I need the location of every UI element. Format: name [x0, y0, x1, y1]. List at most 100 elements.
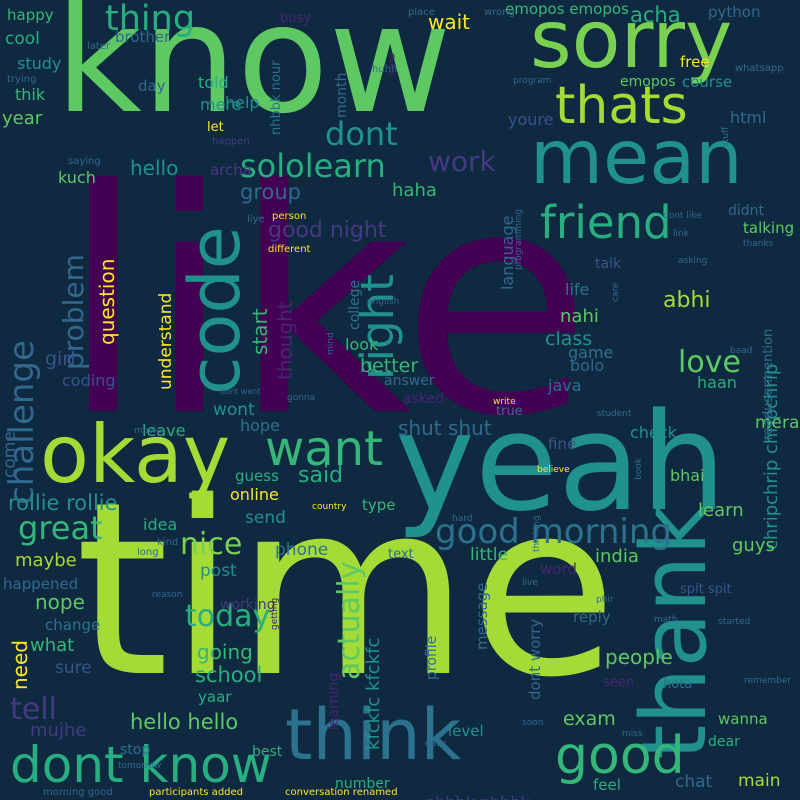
cloud-word: feel: [593, 776, 621, 794]
cloud-word: message: [473, 582, 491, 650]
cloud-word: archa: [210, 161, 252, 179]
cloud-word: group: [240, 180, 301, 204]
cloud-word: guess: [235, 467, 279, 485]
cloud-word: need: [8, 640, 32, 690]
cloud-word: python: [708, 3, 761, 21]
cloud-word: youre: [508, 110, 554, 129]
cloud-word: school: [195, 663, 263, 687]
cloud-word: write: [493, 397, 516, 407]
cloud-word: java: [548, 376, 582, 395]
cloud-word: change: [45, 616, 101, 634]
cloud-word: kuch: [58, 168, 96, 187]
cloud-word: working: [220, 597, 276, 613]
cloud-word: day: [138, 77, 166, 95]
cloud-word: post: [200, 561, 237, 581]
cloud-word: study: [17, 54, 62, 73]
cloud-word: exam: [563, 708, 616, 730]
cloud-word: happy: [7, 6, 54, 24]
cloud-word: mera: [755, 413, 800, 433]
cloud-word: challenge: [2, 340, 42, 505]
cloud-word: tomorrow: [118, 761, 162, 771]
cloud-word: guys: [732, 535, 775, 556]
cloud-word: great: [18, 509, 103, 547]
cloud-word: profile: [424, 635, 440, 680]
cloud-word: karo: [387, 53, 398, 75]
cloud-word: number: [335, 776, 390, 792]
cloud-word: mere: [200, 95, 242, 114]
cloud-word: morning good: [43, 787, 113, 798]
cloud-word: life: [565, 280, 590, 299]
cloud-word: movie: [134, 426, 162, 436]
cloud-word: india: [595, 546, 639, 567]
cloud-word: emopos emopos: [505, 0, 629, 18]
cloud-word: later: [87, 41, 111, 52]
cloud-word: game: [568, 343, 614, 362]
cloud-word: true: [496, 404, 523, 419]
cloud-word: dont know: [10, 736, 272, 794]
cloud-word: person: [272, 211, 307, 222]
cloud-word: yeah: [395, 384, 727, 541]
cloud-word: good: [555, 726, 685, 786]
cloud-word: wanna: [718, 710, 768, 728]
cloud-word: free: [680, 53, 710, 71]
cloud-word: remember: [744, 676, 792, 686]
cloud-word: getting: [270, 597, 280, 630]
cloud-word: emopos: [620, 74, 676, 90]
cloud-word: phir: [596, 595, 614, 605]
cloud-word: different: [268, 244, 311, 255]
cloud-word: start: [248, 308, 272, 355]
cloud-word: live: [522, 578, 538, 588]
cloud-word: sure: [55, 658, 92, 678]
cloud-word: thought: [273, 301, 297, 380]
cloud-word: mujhe: [30, 720, 87, 741]
cloud-word: think: [285, 694, 462, 776]
cloud-word: check: [630, 423, 677, 442]
cloud-word: english: [367, 297, 400, 307]
cloud-word: hope: [240, 416, 280, 435]
cloud-word: mind: [326, 332, 336, 355]
cloud-word: sorry: [530, 0, 733, 86]
cloud-word: nice: [180, 527, 243, 562]
cloud-word: text: [388, 547, 414, 562]
cloud-word: miss: [622, 729, 643, 739]
cloud-word: college: [347, 279, 363, 330]
cloud-word: started: [718, 617, 751, 627]
cloud-word: girl: [45, 348, 76, 370]
cloud-word: friend: [540, 196, 672, 249]
cloud-word: happen: [212, 136, 250, 147]
cloud-word: hota: [663, 677, 693, 692]
cloud-word: dear: [708, 734, 740, 750]
cloud-word: whatsapp: [735, 63, 784, 74]
cloud-word: wont: [213, 400, 255, 420]
cloud-word: chat: [675, 772, 713, 792]
cloud-word: yaar: [198, 688, 232, 706]
cloud-word: month: [334, 72, 350, 118]
cloud-word: seen: [603, 675, 635, 690]
cloud-word: gonna: [287, 393, 316, 403]
cloud-word: better: [360, 355, 419, 377]
cloud-word: nhbbk nour: [269, 60, 284, 135]
cloud-word: understand: [156, 292, 176, 390]
cloud-word: talking: [743, 219, 795, 237]
cloud-word: reply: [573, 608, 611, 626]
cloud-word: send: [245, 508, 286, 528]
cloud-word: year: [2, 108, 43, 129]
cloud-word: link: [673, 229, 689, 239]
cloud-word: love: [678, 345, 741, 380]
cloud-word: nhbbk nhbbk: [425, 795, 530, 800]
cloud-word: reason: [152, 590, 183, 600]
cloud-word: easy: [425, 739, 447, 749]
cloud-word: dont like: [663, 211, 702, 221]
cloud-word: best: [252, 744, 283, 760]
cloud-word: let: [207, 120, 224, 135]
cloud-word: mean: [530, 113, 743, 201]
cloud-word: care: [611, 282, 621, 302]
cloud-word: thats: [555, 76, 688, 136]
cloud-word: math: [654, 615, 678, 625]
cloud-word: acha: [630, 3, 681, 27]
cloud-word: student: [597, 409, 632, 419]
cloud-word: said: [298, 463, 344, 488]
cloud-word: conversation renamed: [285, 787, 398, 798]
cloud-word: want: [265, 421, 383, 477]
cloud-word: readusermention: [761, 328, 776, 440]
